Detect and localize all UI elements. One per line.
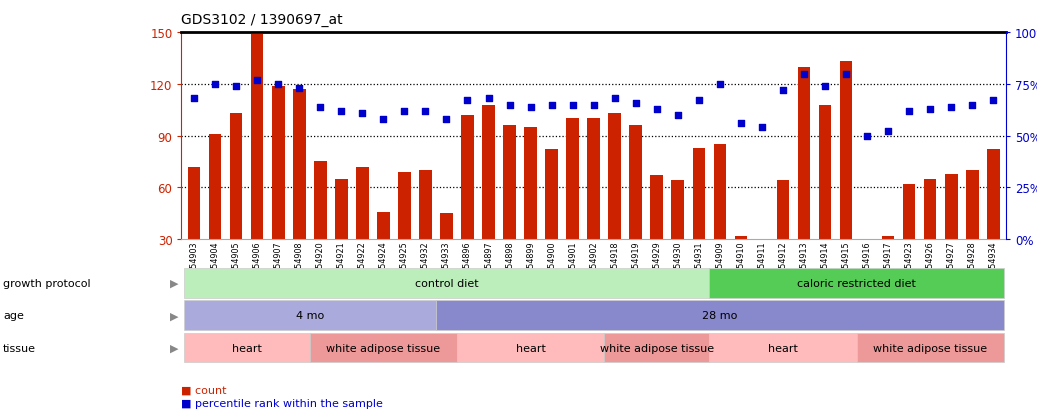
Point	[754, 125, 770, 131]
Bar	[734, 236, 748, 291]
Text: caloric restricted diet: caloric restricted diet	[797, 278, 916, 288]
Bar	[525, 128, 537, 291]
Bar	[987, 150, 1000, 291]
Point	[501, 102, 517, 109]
Point	[817, 83, 834, 90]
Point	[943, 104, 959, 111]
Bar	[482, 105, 495, 291]
Point	[607, 96, 623, 102]
Point	[691, 98, 707, 104]
Point	[985, 98, 1002, 104]
Bar	[713, 145, 726, 291]
Bar	[230, 114, 243, 291]
Bar	[965, 171, 979, 291]
Bar	[924, 179, 936, 291]
Point	[627, 100, 644, 107]
Point	[964, 102, 981, 109]
Text: control diet: control diet	[415, 278, 478, 288]
Point	[375, 116, 392, 123]
Bar	[251, 35, 263, 291]
Point	[480, 96, 497, 102]
Point	[417, 108, 433, 115]
Bar	[314, 162, 327, 291]
Bar	[566, 119, 579, 291]
Point	[901, 108, 918, 115]
Point	[879, 129, 896, 135]
Point	[795, 71, 812, 78]
Point	[206, 81, 223, 88]
Point	[859, 133, 875, 140]
Point	[922, 106, 938, 113]
Bar	[419, 171, 431, 291]
Bar	[188, 167, 200, 291]
Text: ■ percentile rank within the sample: ■ percentile rank within the sample	[181, 398, 384, 408]
Point	[249, 77, 265, 84]
Text: GDS3102 / 1390697_at: GDS3102 / 1390697_at	[181, 13, 343, 27]
Bar	[945, 174, 957, 291]
Bar	[587, 119, 600, 291]
Point	[732, 121, 749, 127]
Bar	[272, 86, 284, 291]
Text: heart: heart	[768, 343, 797, 353]
Point	[439, 116, 455, 123]
Point	[396, 108, 413, 115]
Bar	[398, 173, 411, 291]
Point	[459, 98, 476, 104]
Text: 28 mo: 28 mo	[702, 311, 737, 320]
Text: age: age	[3, 311, 24, 320]
Bar	[777, 181, 789, 291]
Point	[775, 88, 791, 94]
Point	[354, 110, 370, 117]
Text: white adipose tissue: white adipose tissue	[327, 343, 441, 353]
Bar	[903, 185, 916, 291]
Text: heart: heart	[515, 343, 545, 353]
Text: ▶: ▶	[170, 311, 178, 320]
Bar	[609, 114, 621, 291]
Bar	[650, 176, 663, 291]
Point	[648, 106, 665, 113]
Bar	[756, 240, 768, 291]
Point	[228, 83, 245, 90]
Text: tissue: tissue	[3, 343, 36, 353]
Bar	[208, 135, 222, 291]
Point	[670, 112, 686, 119]
Bar	[335, 179, 347, 291]
Point	[312, 104, 329, 111]
Bar	[693, 148, 705, 291]
Text: heart: heart	[231, 343, 261, 353]
Bar	[440, 214, 453, 291]
Text: white adipose tissue: white adipose tissue	[599, 343, 713, 353]
Point	[543, 102, 560, 109]
Text: ▶: ▶	[170, 343, 178, 353]
Bar	[881, 236, 895, 291]
Bar	[861, 243, 873, 291]
Point	[291, 85, 308, 92]
Bar	[377, 212, 390, 291]
Bar	[292, 90, 306, 291]
Point	[333, 108, 349, 115]
Point	[838, 71, 854, 78]
Text: 4 mo: 4 mo	[296, 311, 324, 320]
Point	[711, 81, 728, 88]
Bar	[797, 67, 810, 291]
Text: ■ count: ■ count	[181, 385, 227, 395]
Bar	[819, 105, 832, 291]
Point	[270, 81, 286, 88]
Point	[523, 104, 539, 111]
Bar	[503, 126, 515, 291]
Bar	[461, 116, 474, 291]
Text: ▶: ▶	[170, 278, 178, 288]
Point	[564, 102, 581, 109]
Text: growth protocol: growth protocol	[3, 278, 90, 288]
Point	[585, 102, 601, 109]
Bar	[356, 167, 368, 291]
Bar	[672, 181, 684, 291]
Text: white adipose tissue: white adipose tissue	[873, 343, 987, 353]
Bar	[840, 62, 852, 291]
Bar	[545, 150, 558, 291]
Bar	[629, 126, 642, 291]
Point	[186, 96, 202, 102]
